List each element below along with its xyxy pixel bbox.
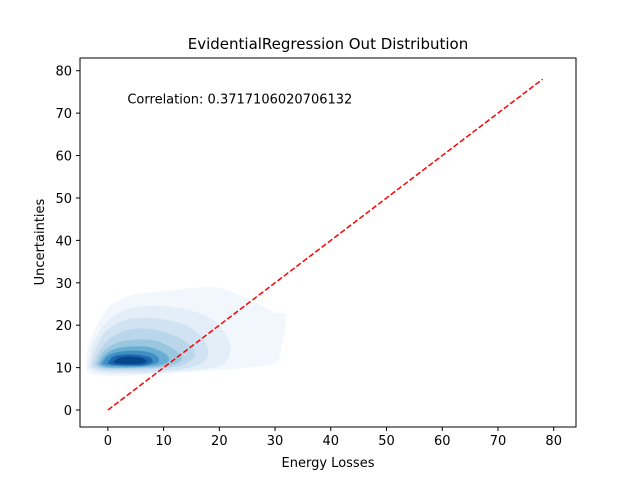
x-tick-label: 70 (490, 434, 507, 449)
x-tick-label: 10 (155, 434, 172, 449)
x-tick-label: 40 (323, 434, 340, 449)
y-tick-label: 10 (55, 362, 72, 377)
y-tick-label: 30 (55, 277, 72, 292)
x-tick-label: 50 (378, 434, 395, 449)
x-tick-label: 20 (211, 434, 228, 449)
density-contour-level-9 (113, 356, 147, 365)
y-axis-label: Uncertainties (33, 198, 48, 285)
y-tick-label: 80 (55, 65, 72, 80)
reference-line-group (107, 78, 544, 411)
density-contours (85, 287, 287, 377)
y-tick-label: 40 (55, 234, 72, 249)
x-tick-label: 60 (434, 434, 451, 449)
y-tick-label: 60 (55, 150, 72, 165)
plot-frame (79, 57, 577, 428)
x-axis-label: Energy Losses (282, 456, 375, 471)
y-axis: 0 10 20 30 40 50 60 70 80 (55, 65, 80, 419)
x-tick-label: 30 (267, 434, 284, 449)
correlation-annotation: Correlation: 0.3717106020706132 (127, 92, 352, 107)
x-tick-label: 0 (104, 434, 112, 449)
reference-line (107, 78, 544, 411)
y-tick-label: 50 (55, 192, 72, 207)
x-axis: 0 10 20 30 40 50 60 70 80 (104, 427, 562, 449)
y-tick-label: 70 (55, 107, 72, 122)
chart-title: EvidentialRegression Out Distribution (188, 35, 468, 53)
x-tick-label: 80 (545, 434, 562, 449)
y-tick-label: 0 (64, 404, 72, 419)
y-tick-label: 20 (55, 319, 72, 334)
